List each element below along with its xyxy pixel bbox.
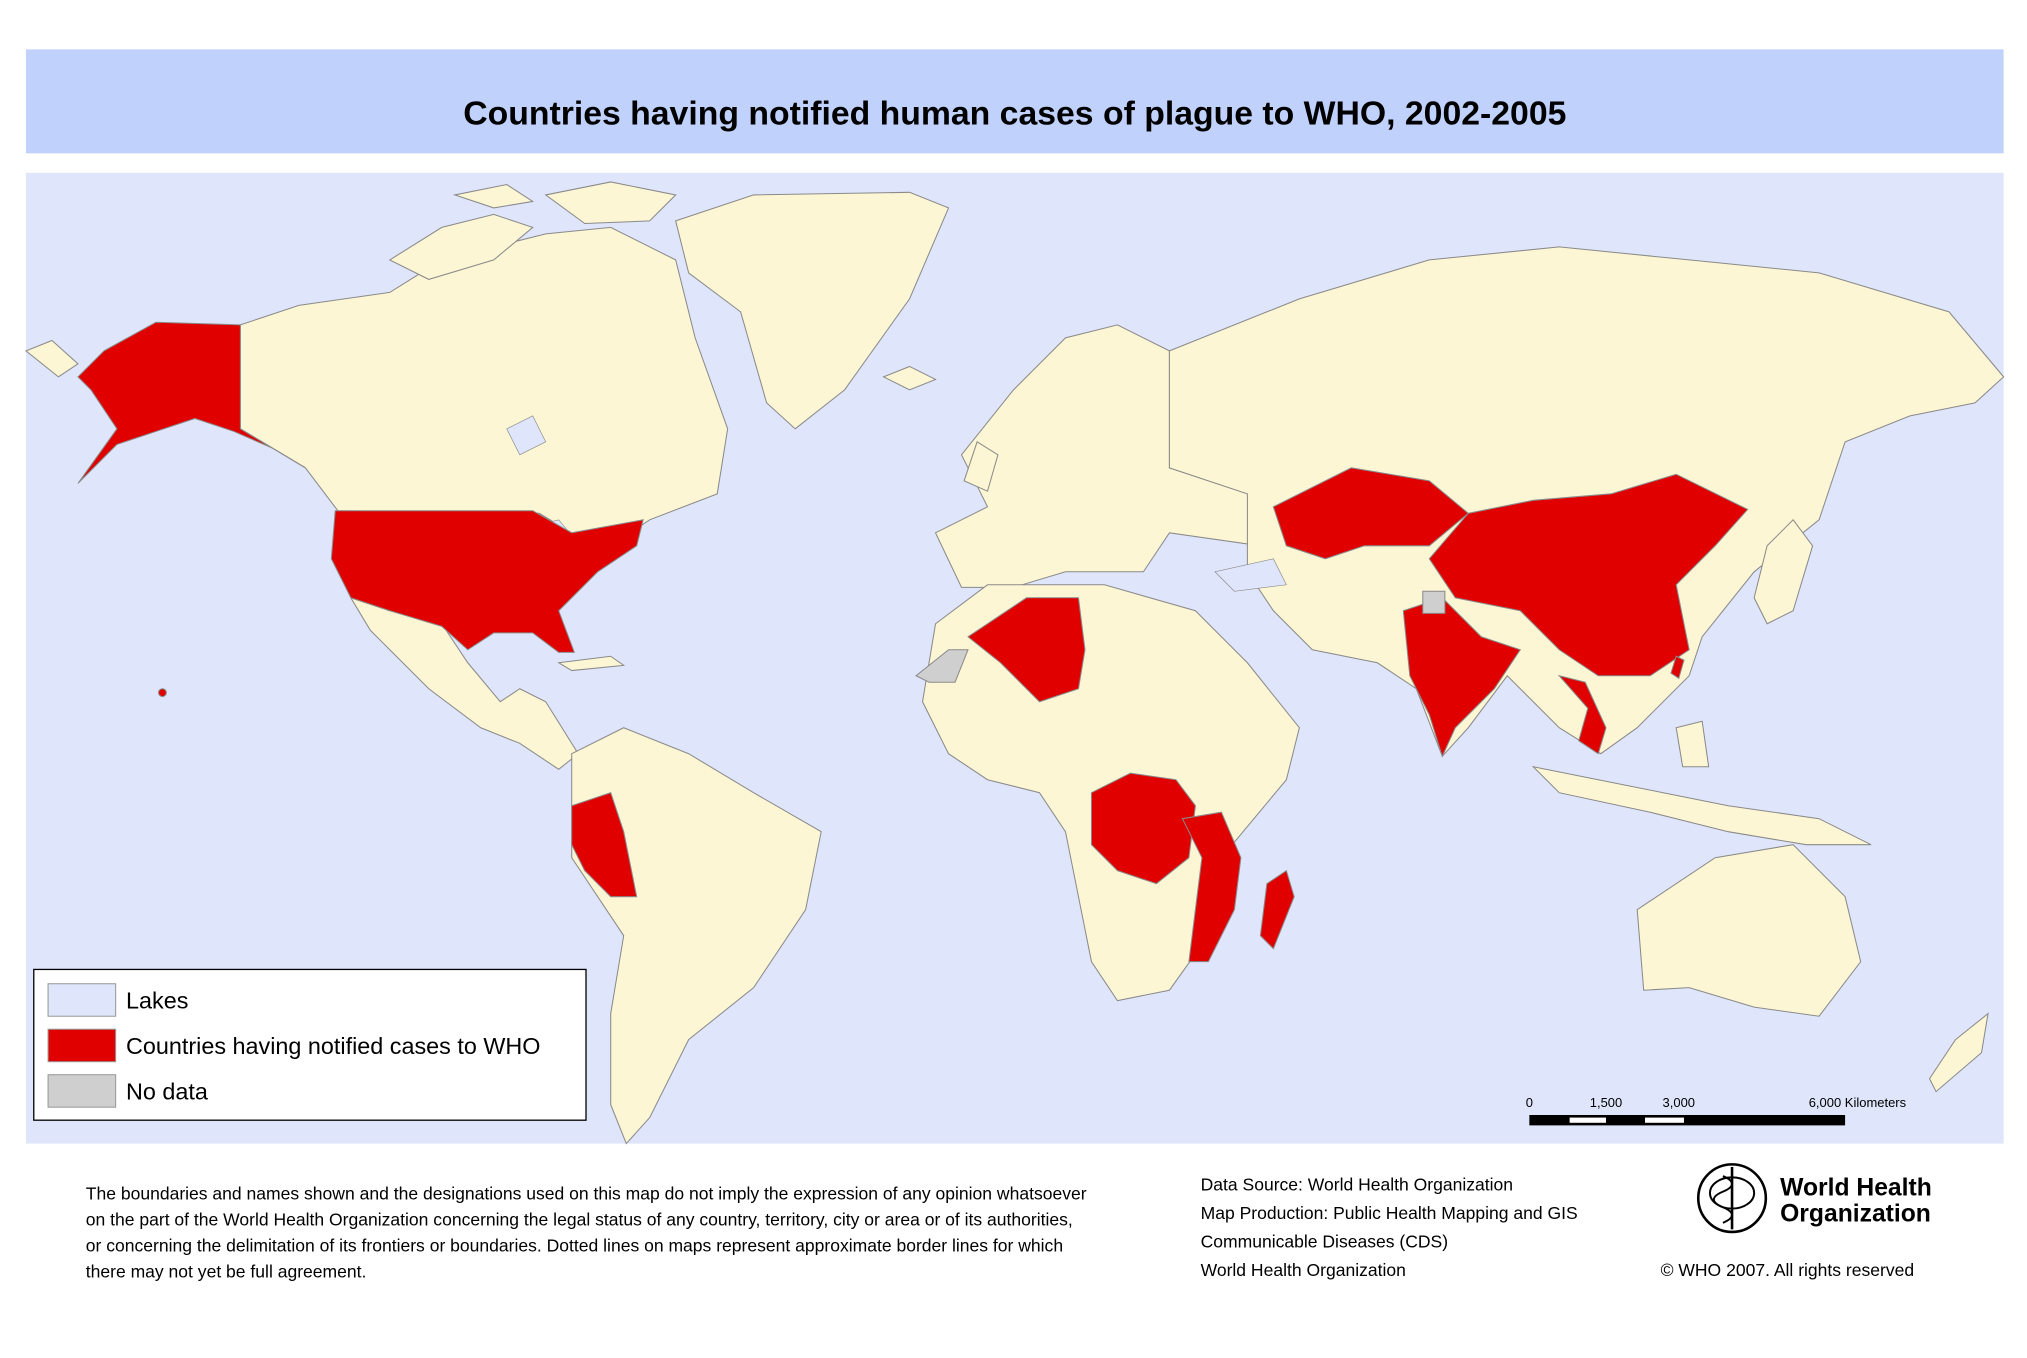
title-band xyxy=(25,49,2004,154)
credit-line: World Health Organization xyxy=(1201,1260,1406,1280)
logo-text: Organization xyxy=(1780,1201,1931,1228)
credits: Data Source: World Health Organization Ma… xyxy=(1201,1174,1578,1280)
disclaimer-line: The boundaries and names shown and the d… xyxy=(86,1183,1087,1203)
scale-label: 3,000 xyxy=(1663,1095,1695,1110)
who-emblem xyxy=(1696,1163,1768,1234)
legend: Lakes Countries having notified cases to … xyxy=(47,983,540,1108)
legend-label: Lakes xyxy=(126,987,188,1013)
copyright: © WHO 2007. All rights reserved xyxy=(1661,1260,1915,1280)
disclaimer: The boundaries and names shown and the d… xyxy=(86,1183,1087,1281)
credit-line: Map Production: Public Health Mapping an… xyxy=(1201,1203,1578,1223)
map-title: Countries having notified human cases of… xyxy=(463,95,1566,133)
scale-bar: 0 1,500 3,000 6,000 Kilometers xyxy=(1526,1095,1907,1126)
legend-box xyxy=(33,968,587,1121)
notified-countries xyxy=(77,321,1749,963)
scale-bar-segment xyxy=(1569,1117,1607,1123)
credit-line: Data Source: World Health Organization xyxy=(1201,1174,1513,1194)
legend-swatch xyxy=(47,1074,117,1108)
scale-bar-frame xyxy=(1529,1114,1846,1126)
scale-bar-segment xyxy=(1644,1117,1684,1123)
legend-label: No data xyxy=(126,1078,208,1104)
no-data-areas xyxy=(915,590,1446,683)
disclaimer-line: or concerning the delimitation of its fr… xyxy=(86,1235,1063,1255)
scale-label: 0 xyxy=(1526,1095,1533,1110)
legend-swatch xyxy=(47,1028,117,1063)
legend-label: Countries having notified cases to WHO xyxy=(126,1033,540,1059)
disclaimer-line: there may not yet be full agreement. xyxy=(86,1261,367,1281)
logo-text: World Health xyxy=(1780,1175,1932,1202)
disclaimer-line: on the part of the World Health Organiza… xyxy=(86,1209,1073,1229)
credit-line: Communicable Diseases (CDS) xyxy=(1201,1232,1448,1252)
scale-label: 6,000 Kilometers xyxy=(1809,1095,1907,1110)
scale-label: 1,500 xyxy=(1590,1095,1622,1110)
legend-swatch xyxy=(47,983,117,1017)
